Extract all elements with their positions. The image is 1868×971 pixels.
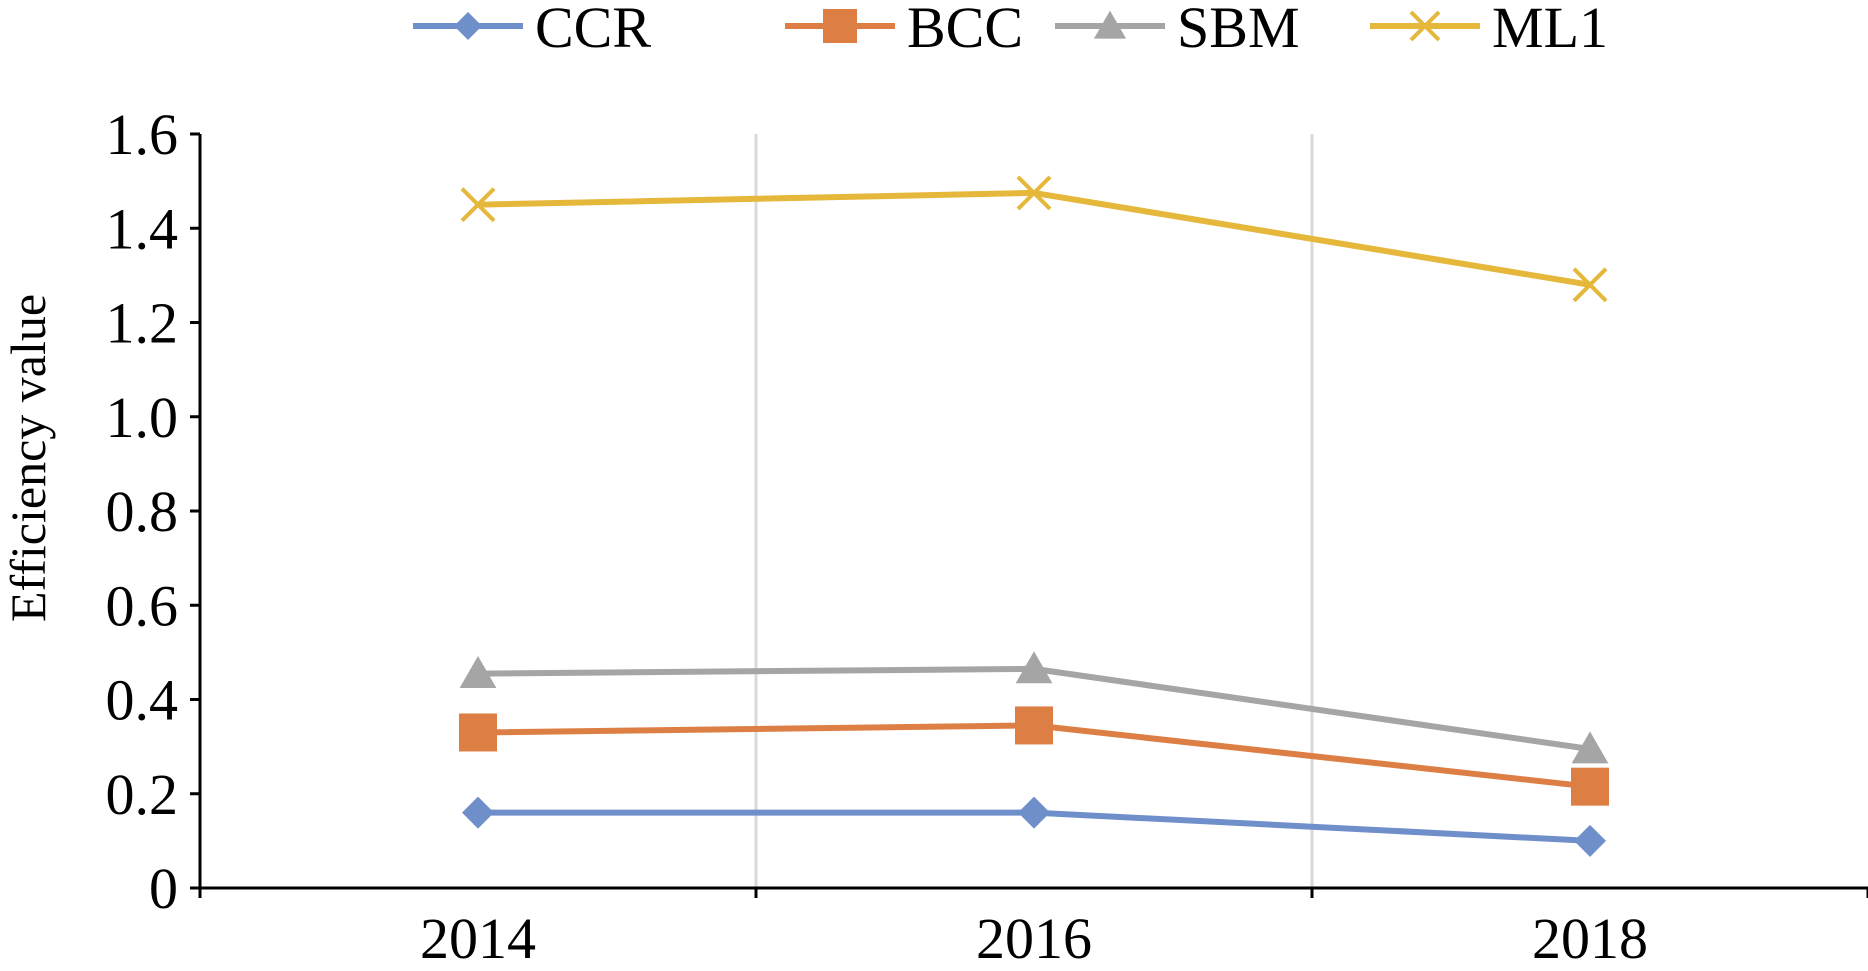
y-tick-labels: 0 0.2 0.4 0.6 0.8 1.0 1.2 1.4 1.6 [106,102,179,921]
legend-label-bcc: BCC [907,0,1023,60]
y-tick-label: 0 [149,856,178,921]
legend-label-sbm: SBM [1177,0,1300,60]
data-point-ccr [1574,824,1606,857]
y-tick-label: 1.4 [106,196,179,261]
data-point-sbm [459,655,497,688]
legend-item-ml1: ML1 [1370,0,1608,60]
legend-item-sbm: SBM [1055,0,1300,60]
legend-label-ml1: ML1 [1492,0,1608,60]
series-line-ml1 [475,189,1593,288]
data-point-ml1 [460,187,496,223]
series-ml1 [460,175,1608,303]
legend-marker-ml1 [1409,10,1441,42]
series-sbm [459,651,1609,764]
data-point-ml1 [1572,267,1608,303]
x-tick-label: 2014 [420,906,536,971]
data-point-sbm [1571,731,1609,764]
data-point-bcc [1015,706,1053,745]
y-axis-title: Efficiency value [0,294,56,622]
y-tick-label: 1.2 [106,291,179,356]
data-point-bcc [459,713,497,752]
legend-item-bcc: BCC [785,0,1023,60]
data-point-ml1 [1016,175,1052,211]
data-point-ccr [462,796,494,829]
x-tick-labels: 2014 2016 2018 [420,906,1648,971]
y-tick-label: 1.0 [106,385,179,450]
legend-marker-sbm [1093,10,1127,39]
series-bcc [459,706,1609,806]
x-tick-label: 2018 [1532,906,1648,971]
gridlines [754,134,1314,888]
axes [190,132,1868,898]
series-ccr [462,796,1606,857]
y-tick-label: 1.6 [106,102,179,167]
y-tick-label: 0.2 [106,762,179,827]
legend-marker-ccr [454,12,482,40]
y-tick-label: 0.8 [106,479,179,544]
legend-label-ccr: CCR [535,0,651,60]
x-tick-label: 2016 [976,906,1092,971]
legend-item-ccr: CCR [413,0,651,60]
y-tick-label: 0.6 [106,573,179,638]
data-point-bcc [1571,767,1609,806]
y-tick-label: 0.4 [106,668,179,733]
legend: CCR BCC SBM ML1 [413,0,1608,60]
data-point-ccr [1018,796,1050,829]
data-point-sbm [1015,651,1053,684]
series-lines [459,175,1609,857]
legend-marker-bcc [823,9,857,43]
